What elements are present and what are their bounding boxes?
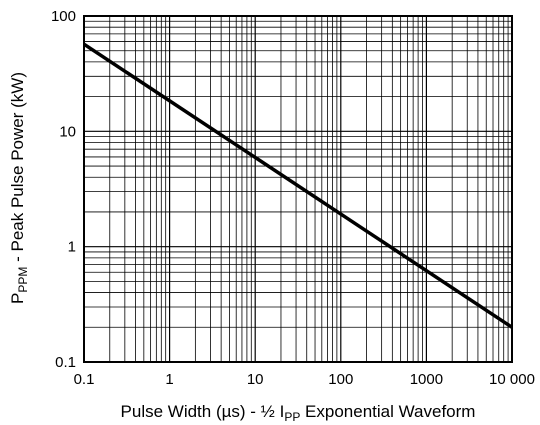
y-tick-labels: 0.1 1 10 100	[51, 8, 76, 371]
y-tick-label: 0.1	[55, 354, 76, 371]
x-tick-label: 10 000	[489, 371, 535, 388]
plot-frame	[83, 15, 513, 363]
y-tick-label: 100	[51, 8, 76, 25]
x-tick-label: 100	[328, 371, 353, 388]
x-tick-label: 0.1	[74, 371, 95, 388]
y-tick-label: 10	[59, 123, 76, 140]
series-layer	[83, 42, 513, 329]
grid	[83, 16, 512, 363]
x-tick-label: 10	[247, 371, 264, 388]
x-tick-labels: 0.1 1 10 100 1000 10 000	[74, 371, 535, 388]
y-axis-title: PPPM - Peak Pulse Power (kW)	[8, 72, 30, 304]
x-tick-label: 1000	[410, 371, 443, 388]
y-tick-label: 1	[68, 239, 76, 256]
series-line-peak-pulse-power	[83, 42, 513, 329]
x-axis-title: Pulse Width (µs) - ½ IPP Exponential Wav…	[121, 402, 476, 424]
x-tick-label: 1	[165, 371, 173, 388]
